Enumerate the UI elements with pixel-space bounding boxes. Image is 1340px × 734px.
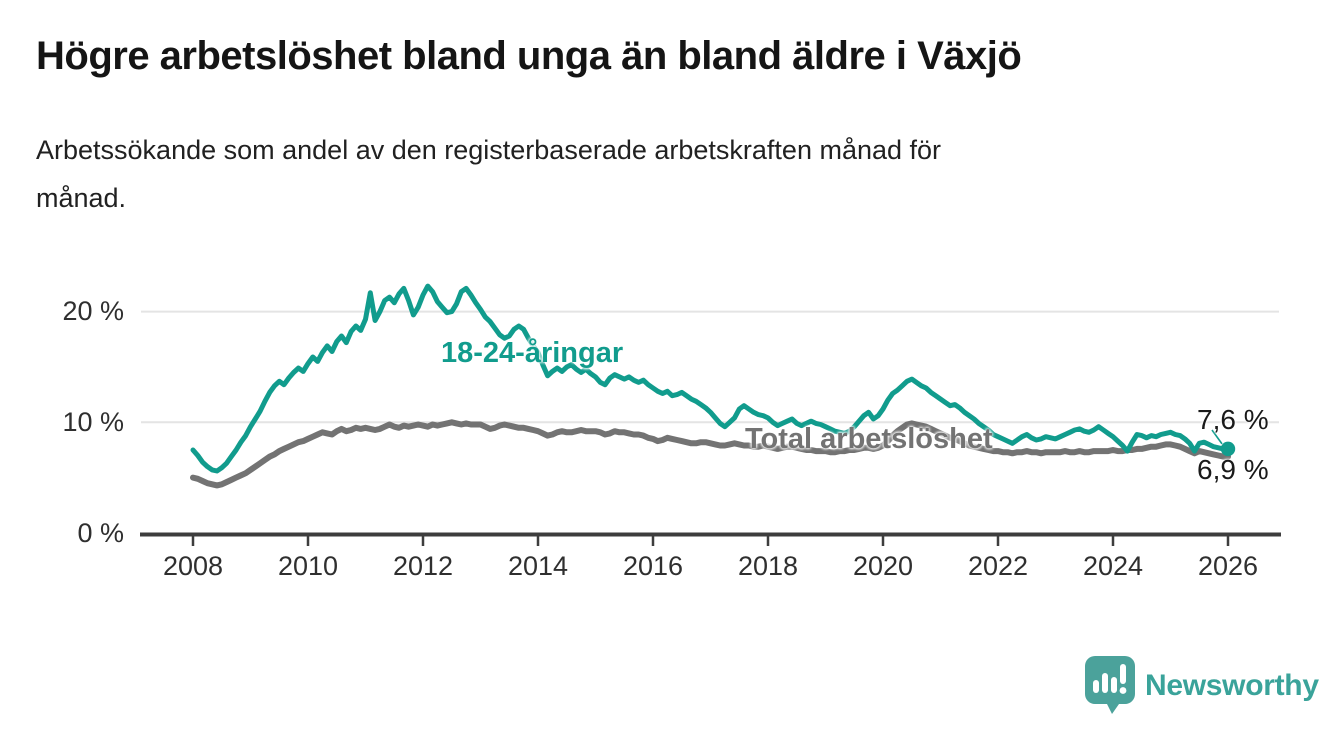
series-label-total: Total arbetslöshet: [745, 423, 993, 455]
x-axis-tick-label: 2010: [277, 551, 339, 581]
bar-3: [1111, 677, 1117, 693]
chart-subtitle-line2: månad.: [36, 183, 127, 213]
x-axis-tick-label: 2016: [622, 551, 684, 581]
speech-bubble-shape: [1085, 656, 1135, 714]
exclamation-bar: [1120, 664, 1126, 684]
chart-subtitle-line1: Arbetssökande som andel av den registerb…: [36, 135, 942, 165]
youth-series-end-dot: [1220, 441, 1236, 457]
x-axis-tick-label: 2022: [967, 551, 1029, 581]
end-value-label-youth: 7,6 %: [1197, 404, 1269, 435]
series-label-youth: 18-24-åringar: [441, 337, 624, 369]
x-axis-tick-label: 2018: [737, 551, 799, 581]
x-axis-tick-label: 2024: [1082, 551, 1144, 581]
bar-1: [1093, 680, 1099, 693]
x-axis-tick-label: 2008: [162, 551, 224, 581]
chart-subtitle: Arbetssökande som andel av den registerb…: [36, 126, 1276, 222]
x-axis-tick-label: 2026: [1197, 551, 1259, 581]
y-axis-tick-label-0: 0 %: [77, 518, 124, 548]
bar-2: [1102, 673, 1108, 693]
newsworthy-logo: Newsworthy: [1083, 654, 1319, 718]
newsworthy-brand-text: Newsworthy: [1145, 669, 1319, 702]
x-axis-tick-label: 2020: [852, 551, 914, 581]
end-value-label-total: 6,9 %: [1197, 454, 1269, 485]
youth-series-line: [190, 283, 1231, 474]
newsworthy-logo-icon: [1085, 656, 1135, 714]
end-label-leader-line: [1211, 429, 1223, 445]
page-title: Högre arbetslöshet bland unga än bland ä…: [36, 34, 1022, 78]
total-series-line: [190, 419, 1231, 489]
y-axis-tick-label-10: 10 %: [62, 407, 124, 437]
x-axis-tick-label: 2012: [392, 551, 454, 581]
x-axis-tick-label: 2014: [507, 551, 569, 581]
y-axis-tick-label-20: 20 %: [62, 296, 124, 326]
exclamation-dot: [1119, 687, 1127, 694]
